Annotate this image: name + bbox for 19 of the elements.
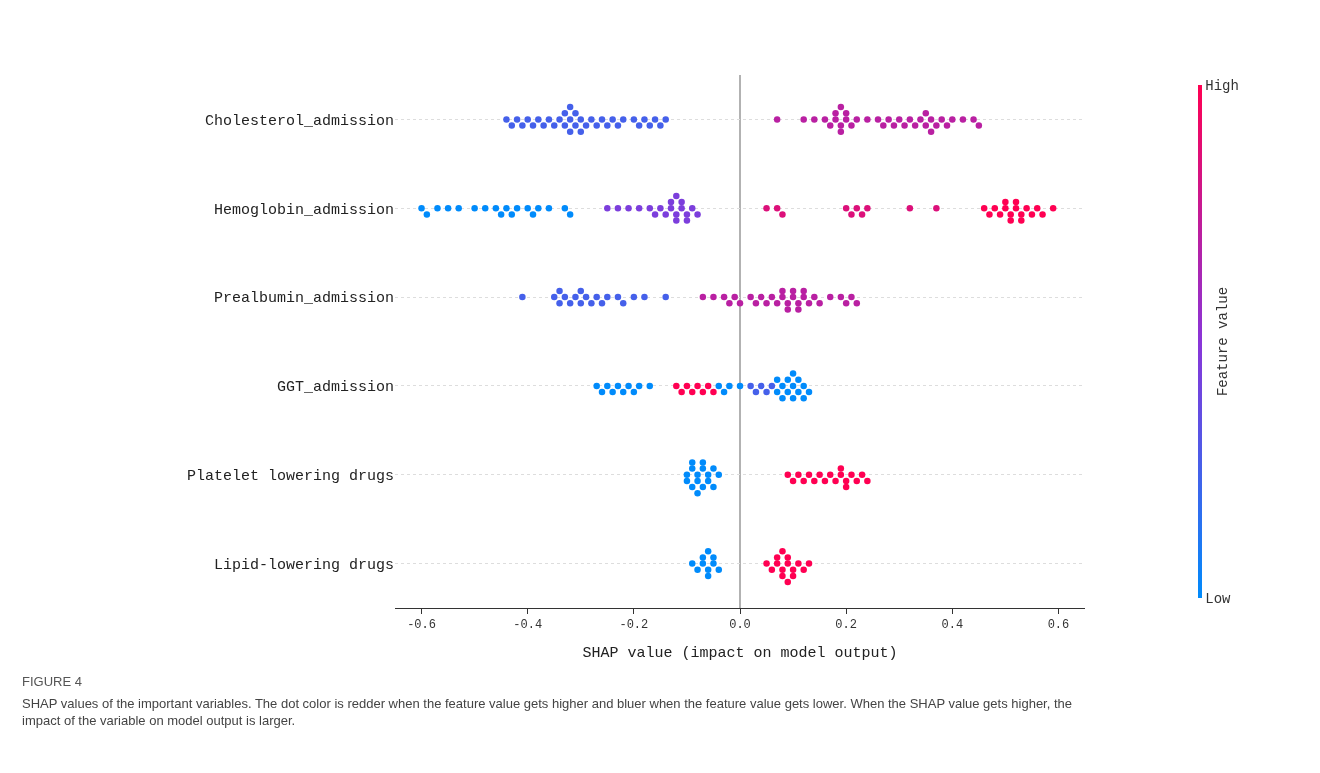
y-tick-label: Prealbumin_admission	[213, 290, 394, 308]
y-tick-label: Platelet lowering drugs	[186, 468, 394, 485]
x-tick-label: 0.2	[835, 618, 857, 633]
y-tick-label: Lipid-lowering drugs	[213, 556, 394, 574]
y-tick-label: Hemoglobin_admission	[213, 201, 394, 219]
y-tick-label: GGT_admission	[276, 379, 394, 397]
color-bar-label: Low	[1205, 590, 1232, 607]
x-tick-label: 0.4	[941, 618, 964, 633]
caption: FIGURE 4	[22, 674, 82, 689]
x-tick-label: 0.0	[729, 618, 751, 633]
x-tick-label: 0.6	[1047, 618, 1070, 633]
x-tick-label: -0.2	[619, 618, 649, 633]
text: SHAP values of the important variables. The dot color is redder when the feature value gets higher and bluer when the feature value gets lower. When the SHAP value gets higher, the impact of the variable on model output is larger.	[22, 696, 1073, 728]
x-axis-title: SHAP value (impact on model output)	[582, 645, 898, 663]
y-tick-label: Cholesterol_admission	[204, 112, 394, 130]
x-tick-label: -0.4	[513, 618, 543, 633]
x-tick-label: -0.6	[407, 618, 436, 633]
color-bar-title: Feature value	[1214, 286, 1231, 397]
color-bar-label: High	[1205, 77, 1239, 94]
